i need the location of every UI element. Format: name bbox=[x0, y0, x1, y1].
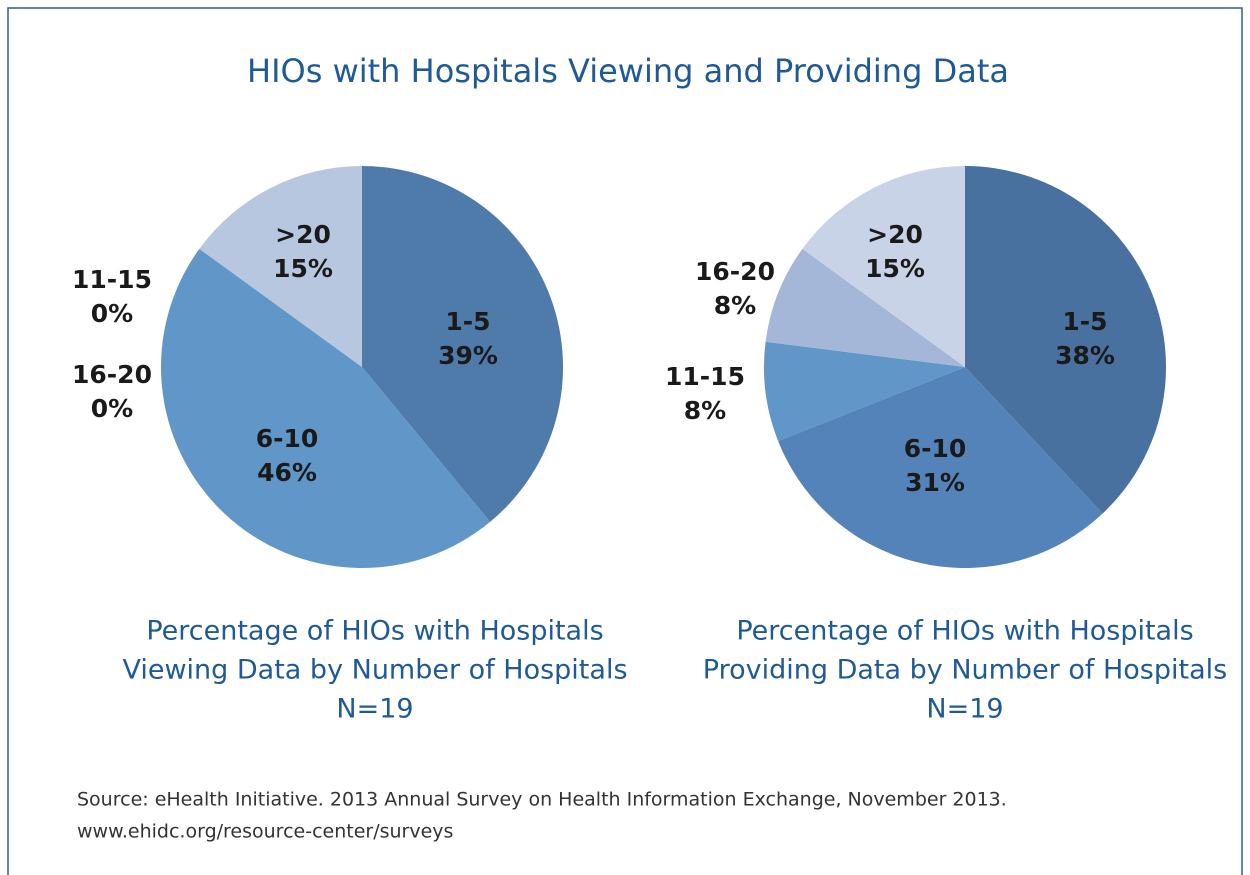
slice-value: 8% bbox=[714, 291, 756, 320]
slice-category: 1-5 bbox=[445, 307, 490, 336]
slice-category: 16-20 bbox=[72, 360, 152, 389]
slice-category: 11-15 bbox=[665, 362, 745, 391]
slice-value: 31% bbox=[905, 468, 965, 497]
chart-caption: Viewing Data by Number of Hospitals bbox=[122, 655, 627, 686]
slice-category: >20 bbox=[867, 220, 923, 249]
chart-caption: N=19 bbox=[926, 694, 1003, 725]
slice-value: 46% bbox=[257, 458, 317, 487]
slice-value: 0% bbox=[91, 394, 133, 423]
slice-value: 39% bbox=[438, 341, 498, 370]
pie-slice bbox=[965, 166, 1167, 514]
slice-category: 16-20 bbox=[695, 257, 775, 286]
source: www.ehidc.org/resource-center/surveys bbox=[77, 821, 453, 843]
chart-caption: Providing Data by Number of Hospitals bbox=[703, 655, 1227, 686]
chart-title: HIOs with Hospitals Viewing and Providin… bbox=[247, 52, 1009, 90]
slice-value: 8% bbox=[684, 396, 726, 425]
source: Source: eHealth Initiative. 2013 Annual … bbox=[77, 789, 1007, 811]
pie-slice bbox=[764, 341, 965, 441]
pie-slice bbox=[802, 166, 965, 367]
chart-caption: N=19 bbox=[336, 694, 413, 725]
slice-value: 15% bbox=[865, 254, 925, 283]
slice-value: 15% bbox=[273, 254, 333, 283]
slice-category: 11-15 bbox=[72, 265, 152, 294]
slice-category: >20 bbox=[275, 220, 331, 249]
slice-category: 1-5 bbox=[1062, 307, 1107, 336]
slice-value: 0% bbox=[91, 299, 133, 328]
chart-caption: Percentage of HIOs with Hospitals bbox=[146, 616, 603, 647]
pie-slice bbox=[765, 248, 965, 367]
slice-value: 38% bbox=[1055, 341, 1115, 370]
frame bbox=[7, 7, 1243, 875]
pie-slice bbox=[778, 367, 1103, 568]
pie-slice bbox=[161, 248, 491, 568]
slice-category: 6-10 bbox=[904, 434, 967, 463]
pie-slice bbox=[362, 166, 563, 522]
pie-slice bbox=[199, 166, 362, 367]
chart-caption: Percentage of HIOs with Hospitals bbox=[736, 616, 1193, 647]
slice-category: 6-10 bbox=[256, 424, 319, 453]
